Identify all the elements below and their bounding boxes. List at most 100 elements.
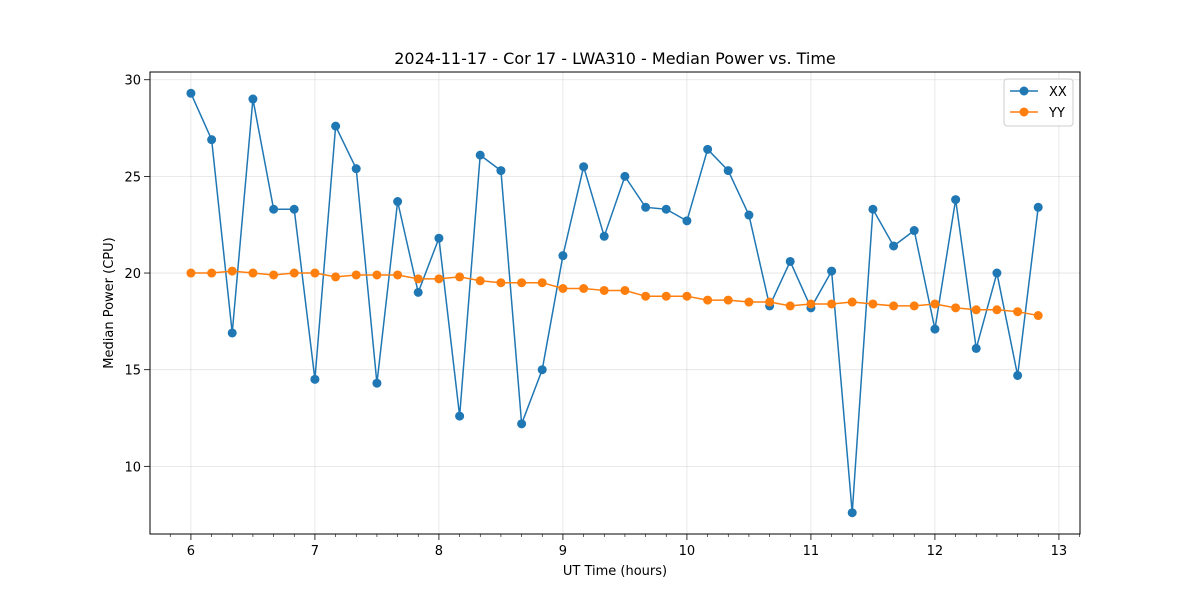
data-point-xx bbox=[641, 202, 651, 212]
data-point-yy bbox=[475, 276, 485, 286]
data-point-yy bbox=[248, 268, 258, 278]
x-tick-label: 7 bbox=[311, 544, 319, 559]
x-tick-label: 8 bbox=[435, 544, 443, 559]
series-xx bbox=[186, 88, 1043, 518]
data-point-xx bbox=[537, 365, 547, 375]
data-point-yy bbox=[889, 301, 899, 311]
data-point-xx bbox=[248, 94, 258, 104]
data-point-xx bbox=[579, 162, 589, 172]
data-point-xx bbox=[930, 324, 940, 334]
legend-marker-yy bbox=[1019, 107, 1029, 117]
data-point-yy bbox=[289, 268, 299, 278]
legend-marker-xx bbox=[1019, 86, 1029, 96]
data-point-yy bbox=[599, 285, 609, 295]
data-point-yy bbox=[351, 270, 361, 280]
data-point-yy bbox=[620, 285, 630, 295]
y-tick-label: 20 bbox=[124, 267, 141, 282]
data-point-xx bbox=[331, 121, 341, 131]
data-point-yy bbox=[909, 301, 919, 311]
data-point-yy bbox=[992, 305, 1002, 315]
y-axis-label: Median Power (CPU) bbox=[102, 237, 117, 368]
data-point-yy bbox=[227, 266, 237, 276]
data-point-yy bbox=[661, 291, 671, 301]
data-point-xx bbox=[703, 144, 713, 154]
x-axis: 6 7 8 9 10 11 12 13 bbox=[169, 534, 1080, 559]
data-point-yy bbox=[1033, 311, 1043, 321]
data-point-yy bbox=[1013, 307, 1023, 317]
data-point-xx bbox=[951, 195, 961, 205]
data-point-xx bbox=[827, 266, 837, 276]
y-tick-label: 15 bbox=[124, 364, 141, 379]
data-point-xx bbox=[186, 88, 196, 98]
x-axis-label: UT Time (hours) bbox=[563, 564, 667, 579]
data-point-xx bbox=[496, 166, 506, 176]
data-point-xx bbox=[475, 150, 485, 160]
data-point-xx bbox=[744, 210, 754, 220]
series-yy bbox=[186, 266, 1043, 321]
data-point-xx bbox=[971, 343, 981, 353]
data-point-yy bbox=[641, 291, 651, 301]
plot-frame bbox=[149, 71, 1081, 535]
data-point-yy bbox=[930, 299, 940, 309]
x-tick-label: 10 bbox=[679, 544, 696, 559]
data-point-yy bbox=[186, 268, 196, 278]
data-point-xx bbox=[269, 204, 279, 214]
x-tick-label: 9 bbox=[559, 544, 567, 559]
data-point-xx bbox=[785, 256, 795, 266]
data-point-xx bbox=[413, 287, 423, 297]
data-point-xx bbox=[207, 135, 217, 145]
y-tick-label: 10 bbox=[124, 460, 141, 475]
data-point-xx bbox=[847, 508, 857, 518]
data-point-yy bbox=[207, 268, 217, 278]
data-point-xx bbox=[889, 241, 899, 251]
x-tick-label: 12 bbox=[927, 544, 944, 559]
data-point-xx bbox=[558, 251, 568, 261]
data-point-yy bbox=[971, 305, 981, 315]
legend: XX YY bbox=[1003, 78, 1074, 127]
y-tick-label: 30 bbox=[124, 74, 141, 89]
data-point-yy bbox=[765, 297, 775, 307]
data-point-xx bbox=[599, 231, 609, 241]
data-point-xx bbox=[992, 268, 1002, 278]
legend-label-yy: YY bbox=[1048, 106, 1065, 121]
data-point-xx bbox=[723, 166, 733, 176]
data-point-yy bbox=[744, 297, 754, 307]
x-tick-label: 11 bbox=[803, 544, 820, 559]
data-point-yy bbox=[372, 270, 382, 280]
data-point-xx bbox=[682, 216, 692, 226]
data-point-xx bbox=[289, 204, 299, 214]
data-point-xx bbox=[620, 171, 630, 181]
data-point-xx bbox=[517, 419, 527, 429]
data-point-yy bbox=[682, 291, 692, 301]
data-point-yy bbox=[269, 270, 279, 280]
data-point-yy bbox=[806, 299, 816, 309]
data-point-xx bbox=[909, 226, 919, 236]
data-point-xx bbox=[1013, 370, 1023, 380]
data-point-yy bbox=[537, 278, 547, 288]
data-point-yy bbox=[310, 268, 320, 278]
data-point-xx bbox=[393, 197, 403, 207]
data-point-yy bbox=[579, 284, 589, 293]
data-point-yy bbox=[785, 301, 795, 311]
data-point-xx bbox=[434, 233, 444, 243]
data-point-xx bbox=[351, 164, 361, 174]
data-point-yy bbox=[434, 274, 444, 284]
series-layer bbox=[186, 88, 1043, 518]
data-point-xx bbox=[1033, 202, 1043, 212]
data-point-yy bbox=[413, 274, 423, 284]
data-point-yy bbox=[723, 295, 733, 305]
data-point-yy bbox=[517, 278, 527, 288]
data-point-yy bbox=[951, 303, 961, 313]
y-tick-label: 25 bbox=[124, 170, 141, 185]
data-point-yy bbox=[455, 272, 465, 282]
y-axis: 10 15 20 25 30 bbox=[124, 74, 150, 475]
data-point-yy bbox=[847, 297, 857, 307]
data-point-yy bbox=[703, 295, 713, 305]
data-point-xx bbox=[868, 204, 878, 214]
data-point-xx bbox=[661, 204, 671, 214]
data-point-yy bbox=[558, 284, 568, 293]
legend-label-xx: XX bbox=[1049, 85, 1067, 100]
data-point-xx bbox=[227, 328, 237, 338]
